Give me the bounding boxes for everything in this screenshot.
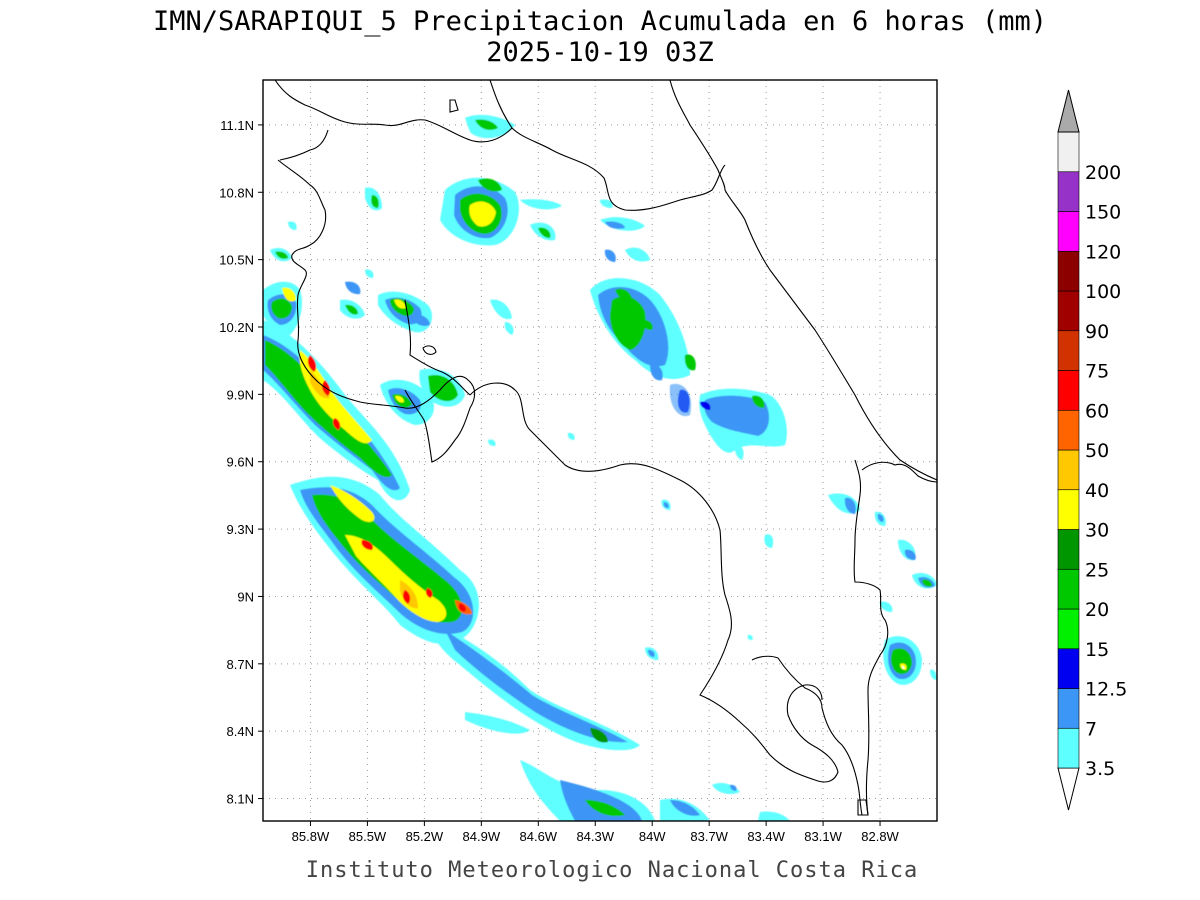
longitude-tick-label: 84.3W [576,829,614,844]
colorbar-level-label: 7 [1085,718,1097,740]
latitude-tick-label: 9.3N [227,522,254,537]
latitude-tick-label: 8.4N [227,724,254,739]
precip-ne-cells [590,249,787,460]
colorbar-swatch [1057,409,1080,451]
precip-north-cells [440,114,650,262]
longitude-tick-label: 83.1W [804,829,842,844]
footer-credit: Instituto Meteorologico Nacional Costa R… [306,858,919,883]
colorbar-swatch [1057,330,1080,371]
colorbar-swatch [1057,131,1080,173]
latitude-tick-label: 10.2N [219,320,254,335]
colorbar-swatch [1057,648,1080,689]
colorbar: 3.5 7 12.5 15 20 25 30 40 50 60 75 90 100 120 150 200 [1057,89,1127,811]
colorbar-over-triangle [1057,89,1080,133]
colorbar-swatch [1057,529,1080,570]
longitude-tick-label: 85.8W [292,829,330,844]
latitude-tick-label: 10.8N [219,185,254,200]
latitude-tick-label: 10.5N [219,253,254,268]
precip-band-sw-intense [299,350,472,622]
colorbar-level-label: 15 [1085,639,1109,661]
longitude-tick-label: 85.2W [406,829,444,844]
longitude-tick-label: 84.9W [463,829,501,844]
colorbar-swatch [1057,290,1080,332]
longitude-tick-label: 84W [639,829,666,844]
colorbar-level-label: 150 [1085,202,1121,224]
colorbar-level-label: 60 [1085,400,1109,422]
longitude-tick-label: 85.5W [349,829,387,844]
latitude-tick-label: 8.7N [227,657,254,672]
longitude-tick-label: 84.6W [520,829,558,844]
latitude-tick-label: 9.6N [227,455,254,470]
colorbar-level-label: 100 [1085,281,1121,303]
precip-east-cells [828,493,937,685]
precipitation-field [263,114,937,821]
colorbar-level-label: 12.5 [1085,679,1127,701]
longitude-tick-label: 83.4W [747,829,785,844]
colorbar-swatch [1057,489,1080,530]
colorbar-level-label: 20 [1085,599,1109,621]
longitude-tick-label: 83.7W [690,829,728,844]
colorbar-level-label: 40 [1085,480,1109,502]
precip-central-west-cells [378,291,514,425]
colorbar-level-label: 50 [1085,440,1109,462]
precip-scattered-cells [488,432,774,794]
colorbar-level-label: 25 [1085,559,1109,581]
map-subtitle: 2025-10-19 03Z [486,37,714,68]
map-frame [262,79,938,822]
latitude-tick-label: 9.9N [227,387,254,402]
colorbar-swatch [1057,370,1080,411]
longitude-tick-labels: 85.8W 85.5W 85.2W 84.9W 84.6W 84.3W 84W 83.7W 83… [292,821,900,844]
colorbar-swatch [1057,211,1080,252]
colorbar-swatch [1057,688,1080,729]
latitude-tick-label: 9N [237,589,254,604]
latitude-tick-labels: 11.1N 10.8N 10.5N 10.2N 9.9N 9.6N 9.3N 9N 8.7N 8.… [219,118,263,807]
map-area: 11.1N 10.8N 10.5N 10.2N 9.9N 9.6N 9.3N 9N 8.7N 8.… [219,79,938,844]
colorbar-level-label: 30 [1085,520,1109,542]
precip-nw-cells [263,187,382,335]
colorbar-swatch [1057,449,1080,491]
colorbar-level-label: 90 [1085,321,1109,343]
colorbar-swatch [1057,250,1080,292]
colorbar-swatch [1057,608,1080,650]
colorbar-level-label: 75 [1085,361,1109,383]
colorbar-level-label: 3.5 [1085,758,1115,780]
latitude-tick-label: 8.1N [227,792,254,807]
colorbar-level-label: 200 [1085,162,1121,184]
coastlines [274,80,937,816]
longitude-tick-label: 82.8W [861,829,899,844]
map-title: IMN/SARAPIQUI_5 Precipitacion Acumulada … [153,6,1047,37]
colorbar-under-triangle [1057,767,1080,811]
latitude-tick-label: 11.1N [220,118,254,133]
colorbar-swatch [1057,727,1080,769]
colorbar-level-label: 120 [1085,241,1121,263]
colorbar-swatch [1057,171,1080,212]
colorbar-swatch [1057,568,1080,610]
